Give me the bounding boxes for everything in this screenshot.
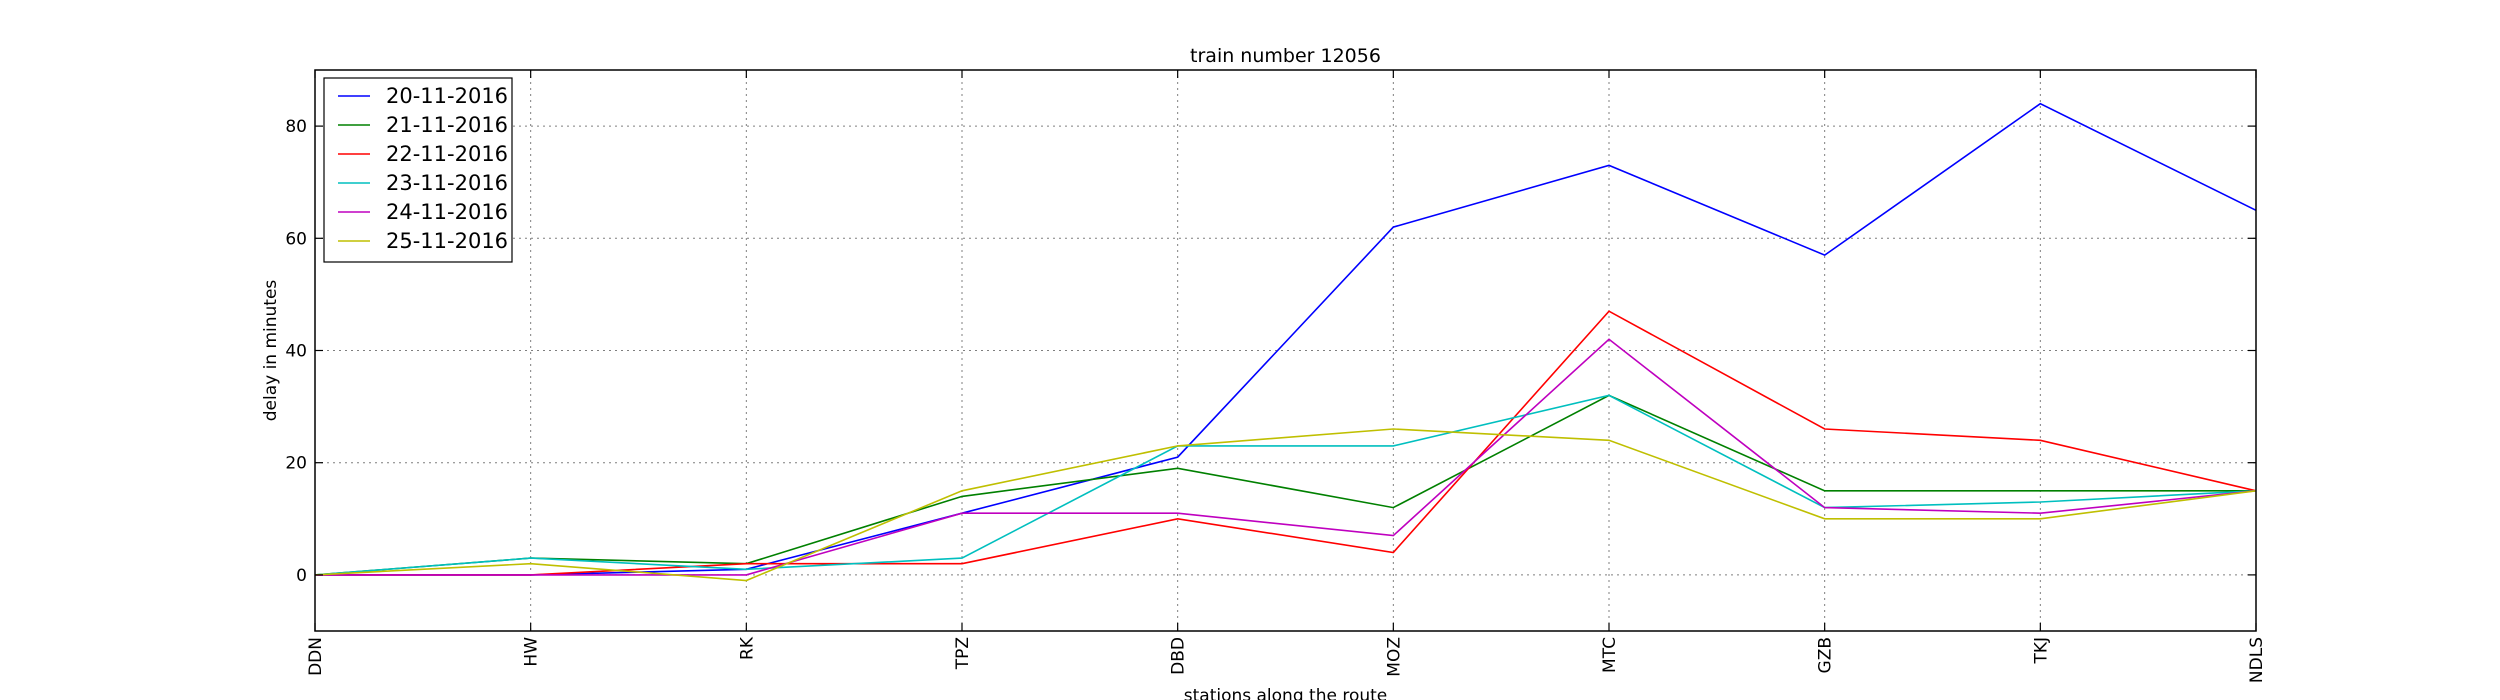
plot-frame [314,69,2257,632]
x-tick-label: TKJ [2031,637,2051,665]
grid-lines [314,70,2257,631]
legend-label: 21-11-2016 [386,113,508,137]
x-tick-label: MTC [1600,637,1620,673]
x-tick-label: HW [522,637,542,667]
series-line-21-11-2016 [314,394,2256,576]
legend-label: 25-11-2016 [386,229,508,253]
y-tick-label: 20 [285,454,307,474]
x-tick-label: NDLS [2247,637,2267,683]
y-tick-label: 40 [285,342,307,362]
axis-ticks: 0 20 40 60 80 DDN HW RK TPZ DBD MOZ MTC GZB TKJ NDLS [285,70,2267,683]
x-tick-label: DBD [1169,637,1189,675]
x-tick-label: TPZ [953,637,973,670]
legend-label: 23-11-2016 [386,171,508,195]
series-line-22-11-2016 [315,310,2257,576]
y-tick-label: 60 [285,229,307,249]
y-tick-label: 0 [296,566,307,586]
series-line-24-11-2016 [315,338,2257,576]
x-tick-label: MOZ [1384,637,1404,677]
y-tick-label: 80 [285,117,307,137]
x-axis-label: stations along the route [1184,686,1388,700]
legend: 20-11-2016 21-11-2016 22-11-2016 23-11-2016… [323,77,513,263]
series-line-25-11-2016 [314,428,2257,582]
x-tick-label: RK [737,636,757,660]
legend-label: 22-11-2016 [386,142,508,166]
chart-title: train number 12056 [1190,45,1381,67]
x-tick-label: GZB [1816,637,1836,673]
legend-label: 24-11-2016 [386,200,508,224]
x-tick-label: DDN [306,637,326,676]
y-axis-label: delay in minutes [261,280,281,422]
legend-label: 20-11-2016 [386,84,508,108]
legend-box [323,77,513,263]
series-lines [314,102,2257,582]
series-line-23-11-2016 [314,394,2257,576]
